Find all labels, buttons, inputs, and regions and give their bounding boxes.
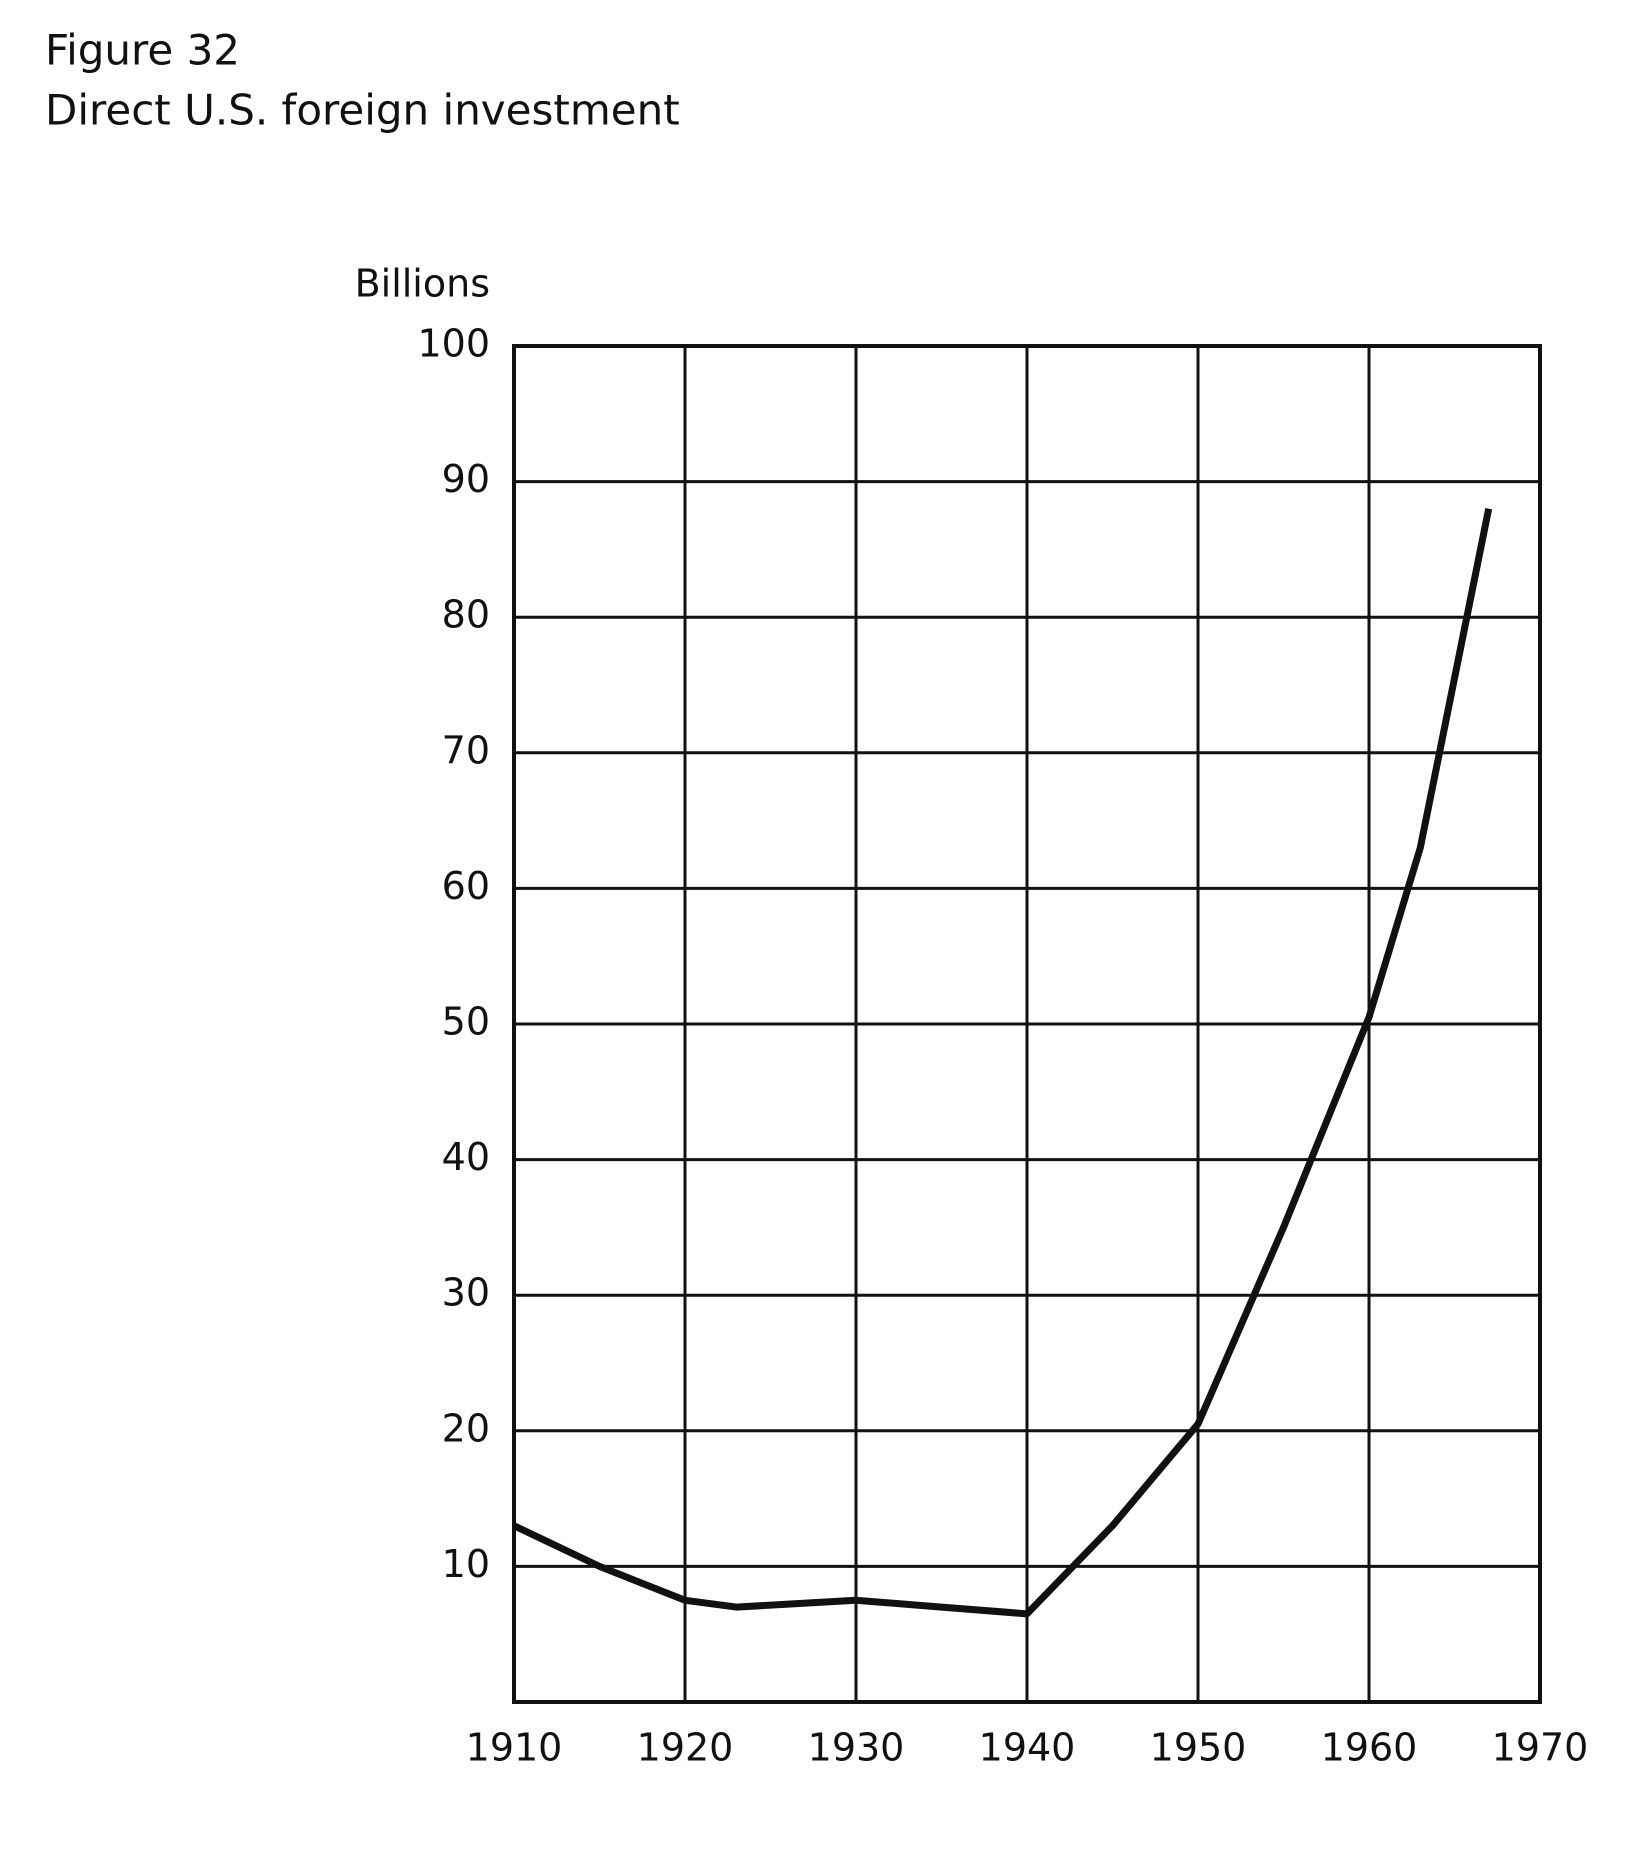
- y-tick-label: 70: [442, 728, 490, 772]
- x-tick-label: 1940: [979, 1726, 1076, 1770]
- x-tick-label: 1920: [637, 1726, 734, 1770]
- y-tick-label: 90: [442, 457, 490, 501]
- chart-title: Figure 32: [45, 26, 240, 75]
- y-tick-label: 20: [442, 1406, 490, 1450]
- x-tick-label: 1910: [466, 1726, 563, 1770]
- x-tick-label: 1970: [1492, 1726, 1589, 1770]
- y-tick-label: 30: [442, 1271, 490, 1315]
- x-tick-label: 1960: [1321, 1726, 1418, 1770]
- y-tick-label: 60: [442, 864, 490, 908]
- chart-subtitle: Direct U.S. foreign investment: [45, 86, 680, 135]
- y-tick-label: 40: [442, 1135, 490, 1179]
- x-tick-label: 1950: [1150, 1726, 1247, 1770]
- y-tick-label: 100: [417, 322, 490, 366]
- y-tick-label: 10: [442, 1542, 490, 1586]
- y-tick-label: 80: [442, 593, 490, 637]
- data-line: [512, 508, 1493, 1618]
- y-tick-label: 50: [442, 1000, 490, 1044]
- y-axis-label: Billions: [355, 262, 490, 306]
- x-tick-label: 1930: [808, 1726, 905, 1770]
